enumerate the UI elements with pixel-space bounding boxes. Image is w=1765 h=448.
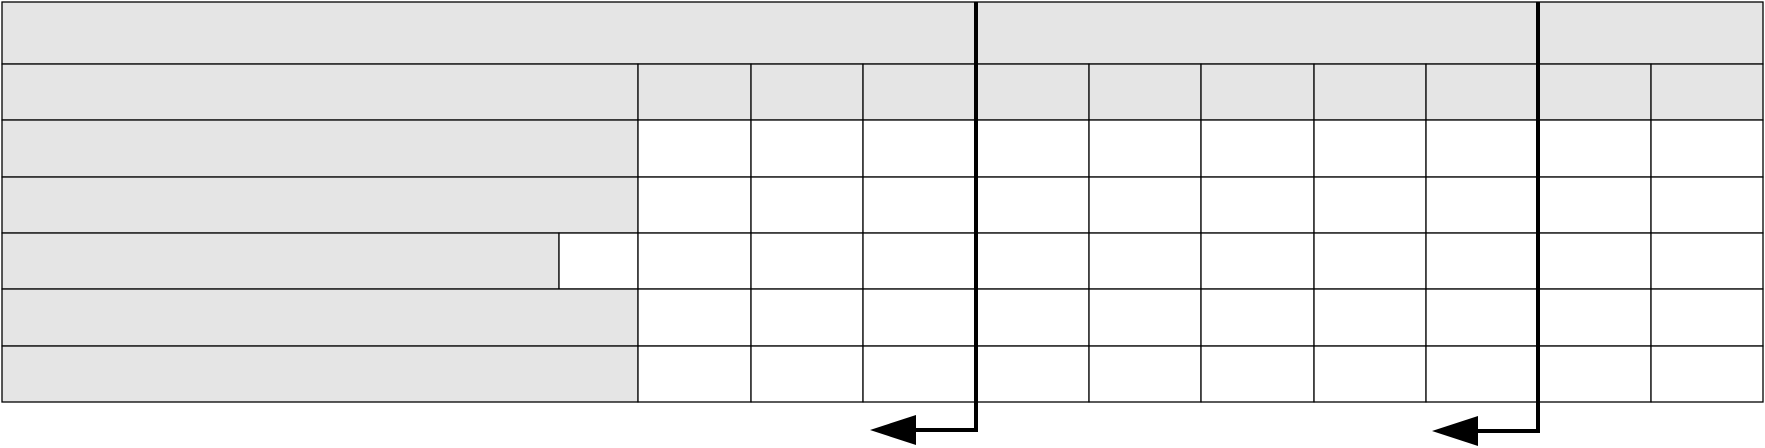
arrow-2 bbox=[1432, 2, 1540, 446]
column-header-cell bbox=[1538, 63, 1652, 121]
table-cell bbox=[1313, 232, 1427, 290]
table-cell bbox=[1538, 345, 1652, 403]
table-cell bbox=[1200, 345, 1315, 403]
column-header-cell bbox=[1425, 63, 1540, 121]
table-cell bbox=[862, 176, 977, 234]
row-label-cell bbox=[1, 176, 639, 234]
table-cell bbox=[1088, 232, 1202, 290]
row-label-cell bbox=[1, 345, 639, 403]
table-cell bbox=[1313, 176, 1427, 234]
column-header-cell bbox=[975, 63, 1090, 121]
table-cell bbox=[1650, 345, 1764, 403]
table-grid bbox=[1, 1, 1764, 403]
table-cell bbox=[1088, 176, 1202, 234]
column-header-cell bbox=[1650, 63, 1764, 121]
arrows bbox=[870, 2, 1540, 446]
table-cell bbox=[1650, 288, 1764, 347]
row-label-cell bbox=[1, 119, 639, 178]
table-cell bbox=[750, 288, 864, 347]
table-cell bbox=[1088, 119, 1202, 178]
row-label-cell bbox=[1, 232, 560, 290]
table-cell bbox=[1538, 119, 1652, 178]
table-cell bbox=[637, 345, 752, 403]
table-cell bbox=[637, 176, 752, 234]
table-cell bbox=[1538, 176, 1652, 234]
table-cell bbox=[1538, 288, 1652, 347]
table-cell bbox=[1313, 345, 1427, 403]
table-cell bbox=[1425, 119, 1540, 178]
table-cell bbox=[1650, 232, 1764, 290]
table-cell bbox=[1200, 232, 1315, 290]
table-cell bbox=[637, 119, 752, 178]
arrow-1 bbox=[870, 2, 978, 445]
table-cell bbox=[750, 345, 864, 403]
row-label-cell bbox=[1, 63, 639, 121]
table-cell bbox=[750, 119, 864, 178]
column-header-cell bbox=[1313, 63, 1427, 121]
table-cell bbox=[637, 232, 752, 290]
header-row-top bbox=[1, 1, 1764, 65]
table-cell bbox=[1425, 232, 1540, 290]
table-cell bbox=[1088, 345, 1202, 403]
column-header-cell bbox=[1088, 63, 1202, 121]
table-cell bbox=[750, 232, 864, 290]
table-cell bbox=[1538, 232, 1652, 290]
table-cell bbox=[1088, 288, 1202, 347]
table-cell bbox=[862, 288, 977, 347]
arrow-1-line bbox=[912, 2, 978, 432]
table-cell bbox=[975, 119, 1090, 178]
table-cell bbox=[975, 345, 1090, 403]
table-cell bbox=[750, 176, 864, 234]
table-cell bbox=[1313, 288, 1427, 347]
column-header-cell bbox=[862, 63, 977, 121]
table-cell bbox=[1200, 176, 1315, 234]
table-cell bbox=[1200, 119, 1315, 178]
table-cell bbox=[975, 176, 1090, 234]
table-cell bbox=[975, 288, 1090, 347]
arrow-2-head bbox=[1432, 416, 1478, 446]
arrow-2-line bbox=[1474, 2, 1540, 433]
column-header-cell bbox=[1200, 63, 1315, 121]
table-cell bbox=[637, 288, 752, 347]
table-cell bbox=[1425, 176, 1540, 234]
row-label-cell bbox=[1, 288, 639, 347]
column-header-cell bbox=[750, 63, 864, 121]
table-cell bbox=[1650, 176, 1764, 234]
table-cell bbox=[1313, 119, 1427, 178]
row-label-blank-cell bbox=[558, 232, 639, 290]
column-header-cell bbox=[637, 63, 752, 121]
table-cell bbox=[1425, 345, 1540, 403]
table-cell bbox=[862, 232, 977, 290]
table-cell bbox=[1425, 288, 1540, 347]
table-cell bbox=[862, 119, 977, 178]
table-cell bbox=[1200, 288, 1315, 347]
table-cell bbox=[862, 345, 977, 403]
arrow-1-head bbox=[870, 415, 916, 445]
table-cell bbox=[975, 232, 1090, 290]
table-cell bbox=[1650, 119, 1764, 178]
